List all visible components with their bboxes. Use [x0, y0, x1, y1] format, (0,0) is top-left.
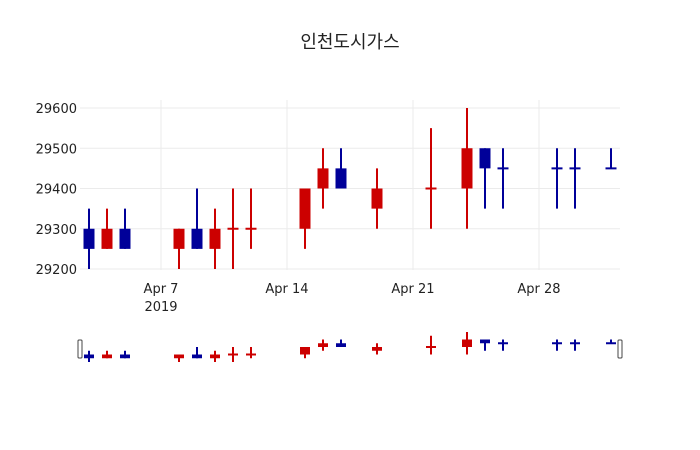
slider-candle [84, 350, 94, 362]
slider-candle [228, 347, 238, 362]
chart-title: 인천도시가스 [300, 32, 400, 53]
candle-body [228, 353, 238, 356]
candle [479, 148, 491, 209]
candles [83, 108, 617, 269]
grid-lines [80, 100, 620, 270]
slider-candle [192, 347, 202, 359]
range-slider-left-handle[interactable] [77, 339, 83, 359]
candle-body [173, 228, 185, 249]
x-axis: Apr 7 2019 Apr 14 Apr 21 Apr 28 [144, 282, 561, 315]
candle-body [245, 227, 257, 230]
x-tick-year-label: 2019 [144, 300, 177, 315]
candle-body [317, 168, 329, 189]
slider-candle [174, 354, 184, 362]
candle-body [84, 354, 94, 359]
candle [569, 148, 581, 209]
candle-body [605, 167, 617, 170]
candle [119, 208, 131, 249]
slider-candle [336, 339, 346, 347]
candle-body [426, 346, 436, 348]
slider-candle [246, 347, 256, 359]
candle [497, 148, 509, 209]
candle-body [191, 228, 203, 249]
slider-candle [570, 339, 580, 351]
candle [101, 208, 113, 249]
candle [425, 128, 437, 229]
candle [299, 188, 311, 249]
slider-candle [462, 332, 472, 355]
x-tick-label: Apr 7 [144, 282, 179, 297]
x-tick-label: Apr 28 [517, 282, 560, 297]
candle-body [335, 168, 347, 189]
candle [371, 168, 383, 229]
slider-candle [102, 350, 112, 359]
candle [83, 208, 95, 269]
candle-body [318, 343, 328, 347]
candle-body [551, 167, 563, 170]
range-slider[interactable] [77, 332, 623, 362]
y-tick-label: 29300 [36, 223, 77, 238]
candle-body [209, 228, 221, 249]
slider-candle [552, 339, 562, 351]
slider-candle [300, 347, 310, 359]
candle [209, 208, 221, 269]
candle-body [101, 228, 113, 249]
candle-body [227, 227, 239, 230]
slider-candle [606, 339, 616, 345]
candle-body [569, 167, 581, 170]
y-tick-label: 29400 [36, 183, 77, 198]
candle [335, 148, 347, 189]
candle-body [425, 187, 437, 190]
candle-body [336, 343, 346, 347]
x-tick-label: Apr 21 [391, 282, 434, 297]
candle-body [371, 188, 383, 209]
candle-body [120, 354, 130, 359]
candle-body [462, 339, 472, 347]
slider-candle [498, 339, 508, 351]
candle-body [174, 354, 184, 359]
slider-candle [480, 339, 490, 351]
candle-body [300, 347, 310, 355]
slider-candle [318, 339, 328, 351]
slider-candle [426, 335, 436, 355]
candle-body [192, 354, 202, 359]
candle [227, 188, 239, 269]
candle-body [102, 354, 112, 359]
slider-candle [372, 343, 382, 355]
y-tick-label: 29500 [36, 142, 77, 157]
candle-body [479, 148, 491, 169]
candle [605, 148, 617, 170]
x-tick-label: Apr 14 [265, 282, 308, 297]
candle-body [498, 342, 508, 345]
slider-candle [210, 350, 220, 362]
candle [317, 148, 329, 209]
candle-body [480, 339, 490, 344]
candle-body [497, 167, 509, 170]
candle-body [372, 347, 382, 351]
candle [245, 188, 257, 249]
candle-body [461, 148, 473, 189]
y-axis: 29200 29300 29400 29500 29600 [36, 102, 77, 278]
y-tick-label: 29600 [36, 102, 77, 117]
candle-body [210, 354, 220, 359]
candle-body [246, 353, 256, 356]
slider-candle [120, 350, 130, 359]
candle [461, 108, 473, 229]
candle-body [83, 228, 95, 249]
candle-body [119, 228, 131, 249]
candle [551, 148, 563, 209]
candle-body [552, 342, 562, 345]
candle-body [299, 188, 311, 229]
candle [191, 188, 203, 249]
candle-body [570, 342, 580, 345]
y-tick-label: 29200 [36, 263, 77, 278]
candle-body [606, 342, 616, 345]
candle [173, 228, 185, 269]
range-slider-right-handle[interactable] [617, 339, 623, 359]
